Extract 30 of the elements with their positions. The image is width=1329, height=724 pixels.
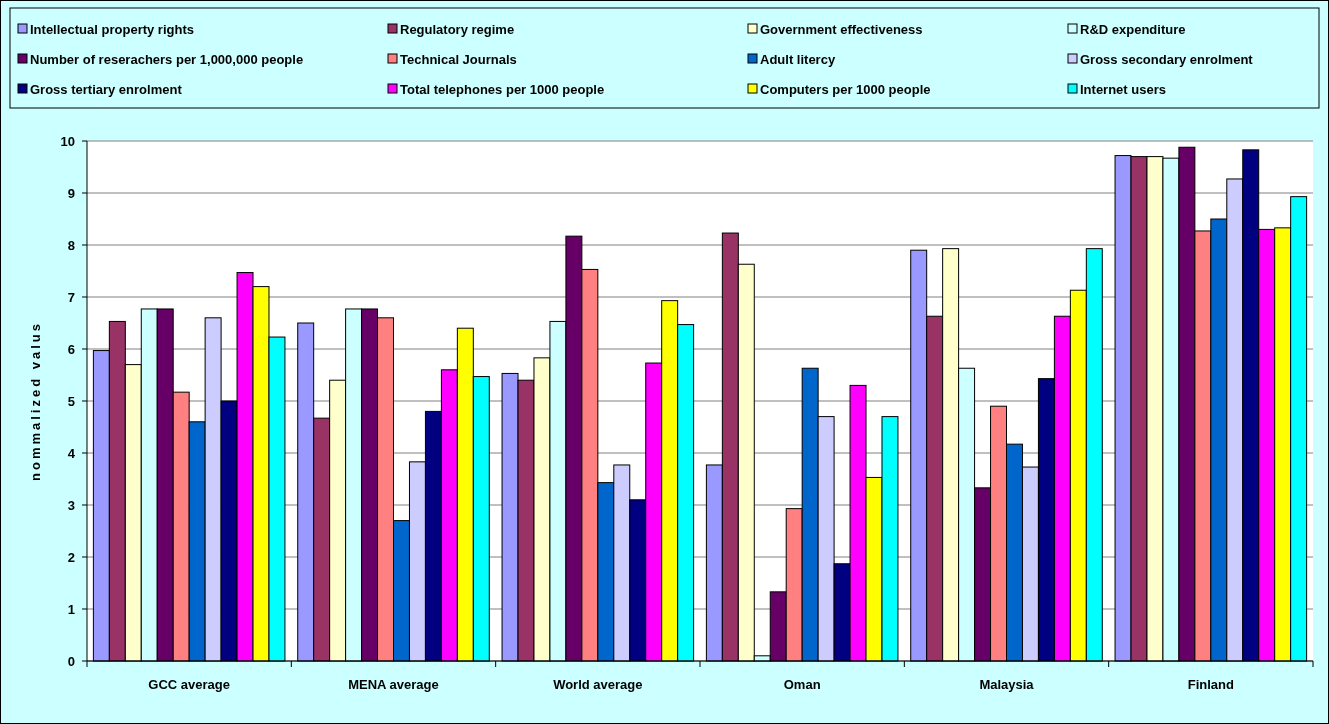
- x-tick-label: Malaysia: [979, 677, 1035, 692]
- y-tick-label: 5: [67, 393, 75, 409]
- y-tick-label: 9: [67, 185, 75, 201]
- legend-label: Gross secondary enrolment: [1080, 51, 1254, 67]
- legend-label: Total telephones per 1000 people: [400, 81, 605, 97]
- y-tick-label: 8: [67, 237, 75, 253]
- y-tick-label: 0: [67, 653, 75, 669]
- y-axis-title: nommalized valus: [28, 321, 43, 481]
- legend-label: Number of reserachers per 1,000,000 people: [30, 51, 304, 67]
- x-tick-label: Finland: [1187, 677, 1234, 692]
- legend-label: Government effectiveness: [760, 21, 923, 37]
- x-tick-label: MENA average: [348, 677, 439, 692]
- y-tick-label: 6: [67, 341, 75, 357]
- legend-label: Technical Journals: [400, 51, 517, 67]
- y-tick-label: 1: [67, 601, 75, 617]
- legend-label: Internet users: [1080, 81, 1166, 97]
- x-tick-label: World average: [553, 677, 643, 692]
- legend-label: Adult litercy: [760, 51, 836, 67]
- x-tick-label: GCC average: [148, 677, 230, 692]
- legend-label: Intellectual property rights: [30, 21, 194, 37]
- legend-label: Gross tertiary enrolment: [30, 81, 183, 97]
- legend-label: Computers per 1000 people: [760, 81, 931, 97]
- y-tick-label: 10: [60, 133, 75, 149]
- legend-label: Regulatory regime: [400, 21, 515, 37]
- y-tick-label: 4: [67, 445, 76, 461]
- y-tick-label: 2: [67, 549, 75, 565]
- legend-label: R&D expenditure: [1080, 21, 1186, 37]
- y-tick-label: 3: [67, 497, 75, 513]
- x-tick-label: Oman: [783, 677, 821, 692]
- y-tick-label: 7: [67, 289, 75, 305]
